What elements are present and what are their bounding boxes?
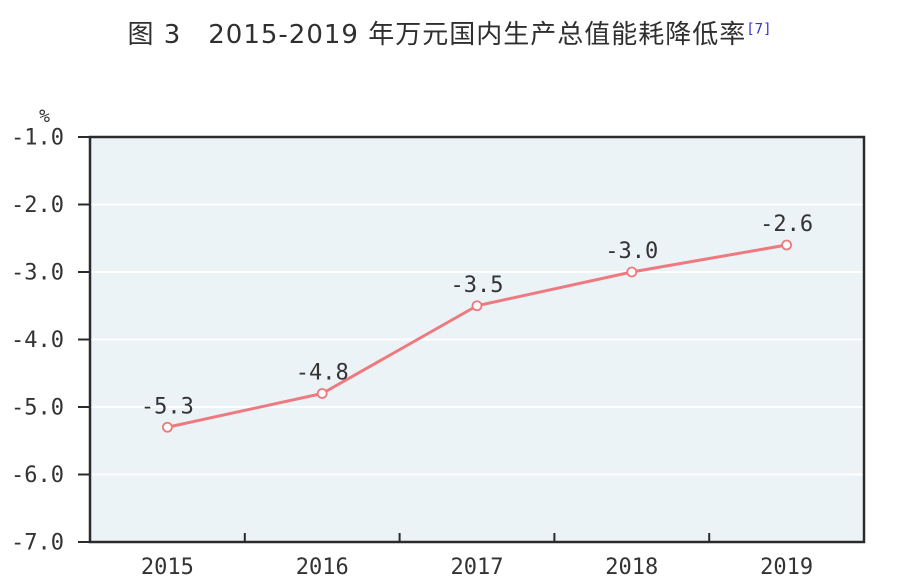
x-tick-label: 2018 (605, 555, 658, 580)
data-point-label: -3.5 (451, 273, 504, 298)
data-point-marker (626, 266, 638, 278)
y-axis-unit: % (39, 106, 50, 127)
x-tick-label: 2019 (760, 555, 813, 580)
data-point-marker (471, 300, 483, 312)
data-point-marker (161, 421, 173, 433)
y-tick-label: -3.0 (11, 261, 64, 286)
data-point-label: -2.6 (760, 212, 813, 237)
data-point-label: -5.3 (141, 394, 194, 419)
footnote-ref: [7] (746, 21, 772, 38)
y-tick-label: -4.0 (11, 328, 64, 353)
y-tick-label: -6.0 (11, 463, 64, 488)
data-point-marker (316, 388, 328, 399)
chart-title-text: 图 3 2015-2019 年万元国内生产总值能耗降低率 (127, 20, 747, 50)
x-tick-label: 2015 (141, 555, 194, 580)
data-point-label: -4.8 (296, 361, 349, 386)
y-tick-label: -7.0 (11, 531, 64, 556)
x-tick-label: 2016 (296, 555, 349, 580)
y-tick-label: -5.0 (11, 396, 64, 421)
plot-border (88, 135, 866, 544)
data-point-marker (781, 239, 792, 251)
y-tick-label: -2.0 (11, 193, 64, 218)
data-point-label: -3.0 (605, 239, 658, 264)
chart-title: 图 3 2015-2019 年万元国内生产总值能耗降低率[7] (0, 14, 899, 51)
y-tick-label: -1.0 (11, 126, 64, 151)
x-tick-label: 2017 (451, 555, 504, 580)
